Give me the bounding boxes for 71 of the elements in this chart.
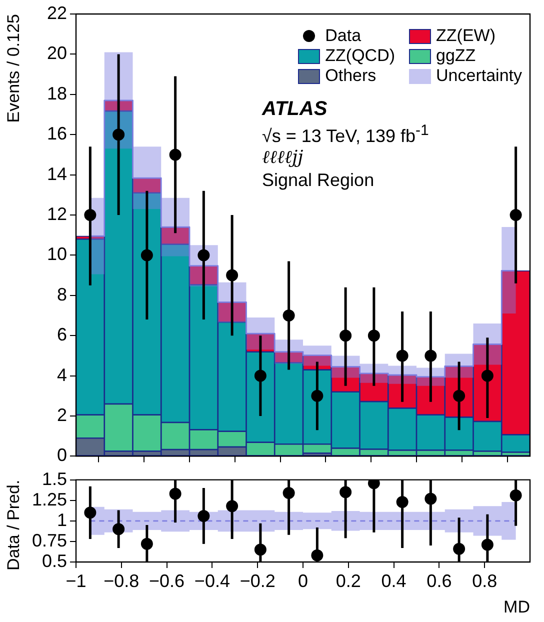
point [368,330,380,342]
point [112,128,125,141]
point [368,480,380,490]
point [169,148,182,161]
y-tick-label: 20 [46,43,67,64]
y-tick-label: 0.5 [42,550,67,571]
y-tick-label: 22 [46,2,67,23]
y-tick-label: 8 [56,284,67,304]
x-tick-label: −1 [66,570,86,591]
point [226,500,238,512]
y-tick-label: 0.75 [32,530,67,550]
y-tick-label: 14 [46,164,67,184]
point [424,492,437,505]
annotation: ATLAS [262,98,328,120]
point [282,310,295,322]
annotation: √s = 13 TeV, 139 fb$^{-1}$ [262,121,429,147]
x-tick-label: −0.8 [104,570,140,591]
legend-label: ggZZ [436,46,476,66]
y-tick-label: 1.25 [32,489,67,510]
point [254,370,266,382]
x-tick-label: −0.4 [194,570,230,591]
point [140,538,153,550]
legend-label: Data [325,26,362,46]
point [254,544,266,556]
point [226,269,238,282]
x-tick-label: −0.2 [240,570,276,591]
y-tick-label: 1 [56,510,67,530]
legend-label: ZZ(EW) [436,26,496,46]
point [481,370,494,382]
annotation: Signal Region [262,169,376,191]
point [510,209,522,221]
point [396,350,408,362]
point [198,510,210,522]
y-tick-label: 0 [56,445,67,466]
x-tick-label: 0.8 [472,570,498,591]
x-tick-label: 0.2 [336,570,361,591]
point [112,523,125,536]
legend-label: Others [325,66,376,86]
y-axis-title: Events / 0.125 [4,14,23,123]
point [311,390,324,402]
y-tick-label: 6 [56,324,67,345]
legend-label: Uncertainty [436,66,522,86]
point [453,542,466,555]
point [140,249,153,262]
point [198,249,210,262]
point [282,486,295,499]
x-tick-label: −0.6 [149,570,185,591]
y-tick-label: 2 [56,404,67,425]
point [84,209,96,221]
point [510,489,522,502]
point [311,549,324,562]
legend-label: ZZ(QCD) [325,46,396,66]
y-tick-label: 10 [46,244,67,264]
point [424,350,437,362]
point [340,330,352,342]
y-tick-label: 16 [46,124,67,144]
point [396,496,408,508]
x-tick-label: 0.4 [381,570,406,591]
y-tick-label: 4 [56,364,67,385]
point [481,538,494,551]
y-tick-label: 12 [46,204,67,224]
x-tick-label: 0.6 [426,570,452,591]
annotation: ℓℓℓℓjj [262,147,304,169]
x-tick-label: 0 [298,570,308,591]
point [169,488,182,500]
x-axis-title: MD [504,597,530,616]
point [84,506,96,519]
y-axis-title: Data / Pred. [4,480,23,571]
y-tick-label: 18 [46,83,67,104]
y-tick-label: 1.5 [42,468,67,489]
point [340,486,352,498]
